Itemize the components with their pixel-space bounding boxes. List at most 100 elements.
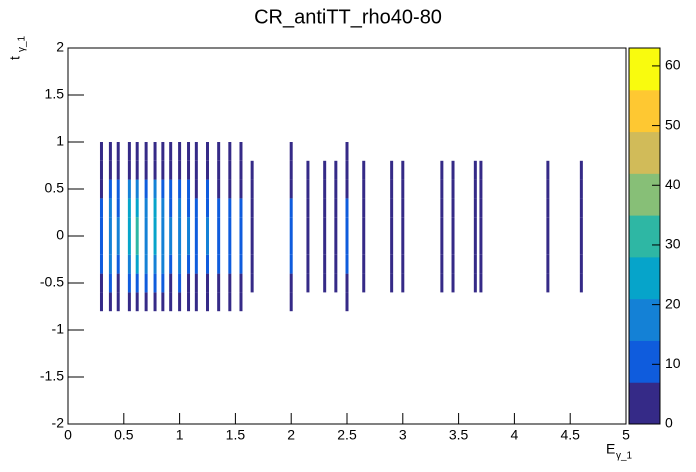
heatmap-cell [178,273,182,293]
z-tick-label: 60 [665,57,681,73]
heatmap-cell [239,142,243,161]
heatmap-cell [451,236,455,255]
heatmap-cell [546,217,550,236]
heatmap-cell [187,292,191,312]
heatmap-cell [153,179,157,199]
y-tick-label: 1.5 [45,86,65,102]
x-tick-label: 2 [287,427,295,443]
heatmap-cell [323,160,327,180]
heatmap-cell [99,142,103,161]
heatmap-cell [239,292,243,312]
heatmap-cell [390,179,394,199]
heatmap-cell [289,142,293,161]
heatmap-cell [108,217,112,236]
heatmap-cell [108,292,112,312]
heatmap-cell [228,198,232,218]
heatmap-cell [390,254,394,274]
heatmap-cell [169,179,173,199]
heatmap-cell [579,179,583,199]
heatmap-cell [479,179,483,199]
heatmap-cell [187,179,191,199]
heatmap-cell [144,160,148,180]
heatmap-cell [144,198,148,218]
heatmap-cell [127,254,131,274]
heatmap-cell [239,217,243,236]
heatmap-cell [194,292,198,312]
y-tick-label: -1 [52,321,65,337]
heatmap-cell [334,273,338,293]
heatmap-cell [228,142,232,161]
x-tick-label: 5 [622,427,630,443]
heatmap-cell [161,292,165,312]
heatmap-cell [362,198,366,218]
heatmap-cell [401,179,405,199]
heatmap-cell [228,236,232,255]
heatmap-cell [546,179,550,199]
heatmap-cell [194,217,198,236]
heatmap-cell [187,217,191,236]
colorbar-outline [628,47,661,425]
heatmap-cell [217,142,221,161]
heatmap-cell [451,179,455,199]
heatmap-cell [187,160,191,180]
heatmap-cell [169,198,173,218]
heatmap-cell [289,160,293,180]
heatmap-cell [144,142,148,161]
heatmap-cell [127,217,131,236]
x-tick-label: 3 [399,427,407,443]
x-tick-label: 0.5 [114,427,134,443]
heatmap-cell [473,217,477,236]
z-tick-label: 50 [665,116,681,132]
heatmap-cell [362,217,366,236]
heatmap-cell [153,236,157,255]
heatmap-cell [362,254,366,274]
heatmap-cell [440,198,444,218]
heatmap-cell [306,160,310,180]
heatmap-cell [401,160,405,180]
heatmap-cell [239,273,243,293]
heatmap-cell [116,292,120,312]
heatmap-cell [440,217,444,236]
heatmap-cell [579,273,583,293]
heatmap-cell [169,292,173,312]
heatmap-cell [579,198,583,218]
heatmap-cell [161,254,165,274]
heatmap-cell [178,217,182,236]
heatmap-cell [178,198,182,218]
heatmap-cell [473,198,477,218]
heatmap-cell [169,160,173,180]
heatmap-cell [161,217,165,236]
heatmap-cell [479,217,483,236]
heatmap-cell [546,198,550,218]
heatmap-cell [479,198,483,218]
heatmap-cell [334,198,338,218]
heatmap-cell [362,160,366,180]
heatmap-cell [108,179,112,199]
heatmap-cell [116,198,120,218]
heatmap-cell [135,179,139,199]
heatmap-cell [161,142,165,161]
heatmap-cell [306,273,310,293]
heatmap-cell [440,160,444,180]
heatmap-cell [228,217,232,236]
heatmap-cell [178,236,182,255]
heatmap-cell [390,160,394,180]
heatmap-cell [161,198,165,218]
heatmap-cell [206,292,209,312]
heatmap-cell [169,254,173,274]
heatmap-cell [289,254,293,274]
colorbar-band [629,89,660,133]
heatmap-cell [99,273,103,293]
heatmap-cell [239,179,243,199]
heatmap-cell [178,160,182,180]
heatmap-cell [144,179,148,199]
heatmap-cell [127,142,131,161]
heatmap-cell [144,292,148,312]
heatmap-cell [345,160,349,180]
heatmap-cell [546,236,550,255]
heatmap-cell [306,236,310,255]
heatmap-cell [579,254,583,274]
heatmap-cell [187,142,191,161]
heatmap-cell [401,198,405,218]
heatmap-cell [289,198,293,218]
